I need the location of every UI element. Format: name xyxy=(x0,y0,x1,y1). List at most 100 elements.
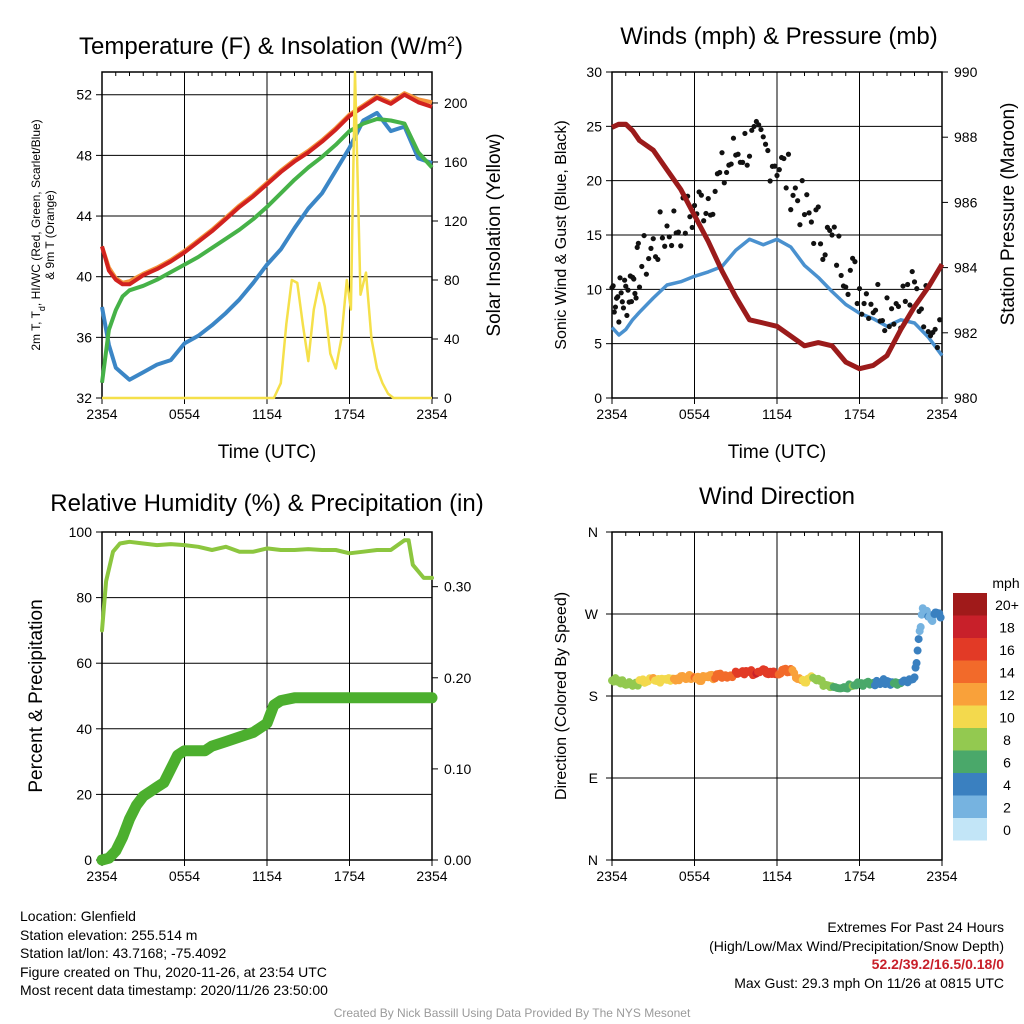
x-tick-label: 2354 xyxy=(86,406,117,422)
x-tick-label: 2354 xyxy=(596,406,627,422)
x-tick-label: 1154 xyxy=(762,406,792,422)
direction-point xyxy=(914,635,923,644)
y-tick-label: N xyxy=(588,524,598,540)
y-tick-label: 0 xyxy=(84,852,92,868)
y2-tick-label: 984 xyxy=(954,260,978,276)
y-tick-label: 10 xyxy=(586,281,602,297)
y2-tick-label: 0.00 xyxy=(444,852,471,868)
gust-point xyxy=(895,303,902,310)
gust-point xyxy=(650,236,656,242)
y2-tick-label: 986 xyxy=(954,194,978,210)
y2-tick-label: 0.10 xyxy=(444,761,471,777)
gust-point xyxy=(639,263,645,270)
colorbar-swatch xyxy=(953,683,987,706)
gust-point xyxy=(612,304,619,310)
chart-title-winds: Winds (mph) & Pressure (mb) xyxy=(620,23,937,50)
y2-tick-label: 160 xyxy=(444,154,468,170)
temperature-series-line xyxy=(100,92,433,287)
gust-point xyxy=(790,192,796,198)
y-tick-label: 60 xyxy=(76,655,92,671)
gust-point xyxy=(749,127,755,133)
colorbar-label: 10 xyxy=(999,710,1015,726)
gust-point xyxy=(852,259,858,265)
gust-point xyxy=(744,162,750,168)
colorbar-label: 4 xyxy=(1003,777,1011,793)
humidity-line xyxy=(100,538,434,633)
gust-point xyxy=(730,135,737,141)
gust-point xyxy=(856,285,863,292)
gust-point xyxy=(664,223,670,229)
gust-point xyxy=(875,281,881,288)
station-elevation: Station elevation: 255.514 m xyxy=(20,926,198,943)
gust-point xyxy=(641,232,647,239)
x-tick-label: 1754 xyxy=(334,406,365,422)
y-tick-label: 25 xyxy=(586,118,602,134)
y-tick-label: W xyxy=(585,606,599,622)
gust-point xyxy=(635,240,641,246)
gust-point xyxy=(689,224,695,231)
y2-tick-label: 40 xyxy=(444,331,460,347)
x-tick-label: 0554 xyxy=(169,406,200,422)
colorbar-swatch xyxy=(953,660,987,683)
y-tick-label: 36 xyxy=(76,329,92,345)
station-latlon: Station lat/lon: 43.7168; -75.4092 xyxy=(20,945,227,961)
y2-tick-label: 80 xyxy=(444,272,460,288)
gust-point xyxy=(735,151,741,157)
y-axis-label-subscript: d xyxy=(37,306,47,311)
colorbar-label: 12 xyxy=(999,687,1015,703)
gust-point xyxy=(795,198,801,204)
y-tick-label: 100 xyxy=(69,524,93,540)
y2-tick-label: 120 xyxy=(444,213,468,229)
gust-point xyxy=(668,242,675,249)
gust-point xyxy=(671,208,677,214)
x-tick-label: 1754 xyxy=(844,406,875,422)
gust-point xyxy=(701,218,707,224)
gust-point xyxy=(891,321,897,327)
gust-point xyxy=(717,169,723,176)
gust-point xyxy=(868,301,874,307)
gust-point xyxy=(682,230,688,236)
y2-axis-label: Solar Insolation (Yellow) xyxy=(484,133,505,336)
colorbar-swatch xyxy=(953,728,987,751)
pressure-line xyxy=(610,121,945,372)
y-axis-label-line: & 9m T (Orange) xyxy=(43,190,57,280)
gust-point xyxy=(937,317,943,323)
y-tick-label: 0 xyxy=(594,390,602,406)
colorbar-label: 0 xyxy=(1003,822,1011,838)
colorbar-label: 14 xyxy=(999,665,1015,681)
gust-point xyxy=(847,267,853,273)
y-axis-label: Sonic Wind & Gust (Blue, Black) xyxy=(553,120,570,349)
gust-point xyxy=(712,188,718,195)
gust-point xyxy=(797,222,803,228)
gust-point xyxy=(636,284,643,290)
x-tick-label: 0554 xyxy=(679,406,710,422)
gust-point xyxy=(625,287,631,293)
y-tick-label: 5 xyxy=(594,336,602,352)
direction-point xyxy=(936,613,945,622)
gust-point xyxy=(758,126,764,133)
station-info: Location: Glenfield Station elevation: 2… xyxy=(20,907,328,1000)
x-tick-label: 2354 xyxy=(926,406,957,422)
gust-point xyxy=(662,243,668,249)
gust-point xyxy=(829,232,835,238)
gust-point xyxy=(863,291,869,297)
colorbar-label: 16 xyxy=(999,642,1015,658)
gust-point xyxy=(742,130,748,137)
gust-point xyxy=(806,210,812,216)
x-tick-label: 1154 xyxy=(252,868,282,884)
y-tick-label: 40 xyxy=(76,269,92,285)
temperature-series-line xyxy=(100,117,434,384)
gust-point xyxy=(705,195,711,202)
gust-point xyxy=(655,256,661,263)
gust-point xyxy=(905,281,911,288)
max-gust: Max Gust: 29.3 mph On 11/26 at 0815 UTC xyxy=(734,974,1004,991)
gust-point xyxy=(675,229,682,235)
gust-point xyxy=(632,290,638,297)
title-superscript: 2 xyxy=(447,33,455,49)
gust-point xyxy=(765,147,771,154)
x-tick-label: 2354 xyxy=(416,406,447,422)
gust-point xyxy=(617,275,623,281)
gust-point xyxy=(772,163,778,169)
y-axis-label: 2m T, Td, HI/WC (Red, Green, Scarlet/Blu… xyxy=(29,119,57,350)
gust-point xyxy=(620,305,627,311)
